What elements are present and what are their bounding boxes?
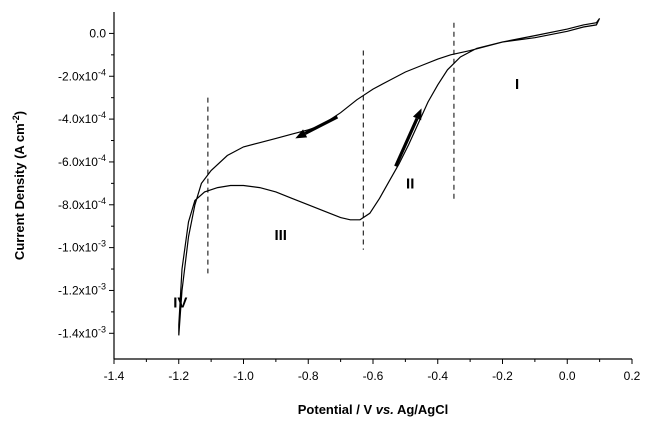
- y-tick-label-base: -6.0x10: [58, 155, 98, 169]
- y-tick-label-base: -8.0x10: [58, 198, 98, 212]
- y-tick-label-base: -1.4x10: [58, 326, 98, 340]
- y-tick-label-base: 0.0: [89, 26, 106, 40]
- y-tick-label-base: -1.0x10: [58, 241, 98, 255]
- region-label: I: [515, 76, 519, 93]
- y-tick-label: -2.0x10-4: [58, 67, 106, 83]
- y-tick-label-exponent: -4: [98, 110, 106, 120]
- y-tick-label-exponent: -4: [98, 67, 106, 77]
- y-axis-title-part: ): [12, 111, 27, 115]
- y-tick-label-base: -4.0x10: [58, 112, 98, 126]
- y-tick-label-exponent: -3: [98, 324, 106, 334]
- y-tick-label: -1.2x10-3: [58, 281, 106, 297]
- y-axis-title: Current Density (A cm-2): [11, 111, 27, 260]
- y-tick-label-exponent: -4: [98, 196, 106, 206]
- scan-direction-arrows: [295, 108, 422, 167]
- x-axis-title: Potential / V vs. Ag/AgCl: [298, 402, 449, 417]
- y-axis-ticks: 0.0-2.0x10-4-4.0x10-4-6.0x10-4-8.0x10-4-…: [58, 26, 114, 340]
- y-tick-label: 0.0: [89, 26, 106, 40]
- y-tick-label: -8.0x10-4: [58, 196, 106, 212]
- y-tick-label-exponent: -3: [98, 281, 106, 291]
- y-tick-label-exponent: -3: [98, 239, 106, 249]
- x-axis-ticks: -1.4 -1.2 -1.0 -0.8 -0.6 -0.4 -0.2 0.0 0.2: [104, 359, 641, 383]
- scan-arrow-head: [412, 108, 422, 121]
- region-label: IV: [173, 295, 187, 312]
- y-tick-label: -1.4x10-3: [58, 324, 106, 340]
- axes: [113, 12, 632, 360]
- y-tick-label-base: -2.0x10: [58, 69, 98, 83]
- y-tick-label: -4.0x10-4: [58, 110, 106, 126]
- region-label: II: [406, 176, 414, 193]
- x-tick-label: -0.6: [363, 369, 384, 383]
- y-tick-label: -1.0x10-3: [58, 239, 106, 255]
- region-dividers: [207, 22, 455, 274]
- x-tick-label: -0.4: [427, 369, 448, 383]
- x-tick-label: 0.0: [559, 369, 576, 383]
- y-tick-label-base: -1.2x10: [58, 283, 98, 297]
- scan-arrow-shaft: [394, 117, 419, 167]
- x-tick-label: -1.4: [104, 369, 125, 383]
- x-tick-label: 0.2: [624, 369, 641, 383]
- x-tick-label: -1.2: [168, 369, 189, 383]
- y-tick-label-exponent: -4: [98, 153, 106, 163]
- y-tick-label: -6.0x10-4: [58, 153, 106, 169]
- x-tick-label: -1.0: [233, 369, 254, 383]
- scan-arrow-head: [295, 129, 308, 139]
- x-tick-label: -0.8: [298, 369, 319, 383]
- region-label: III: [274, 227, 287, 244]
- scan-arrow-shaft: [304, 115, 339, 135]
- y-axis-title-part: Current Density (A cm: [12, 123, 27, 260]
- cv-curve: [178, 18, 601, 336]
- y-axis-title-superscript: -2: [11, 115, 21, 123]
- x-axis-title-vs: vs.: [376, 402, 394, 417]
- x-tick-label: -0.2: [492, 369, 513, 383]
- x-axis-title-part: Potential / V: [298, 402, 376, 417]
- x-axis-title-part: Ag/AgCl: [394, 402, 448, 417]
